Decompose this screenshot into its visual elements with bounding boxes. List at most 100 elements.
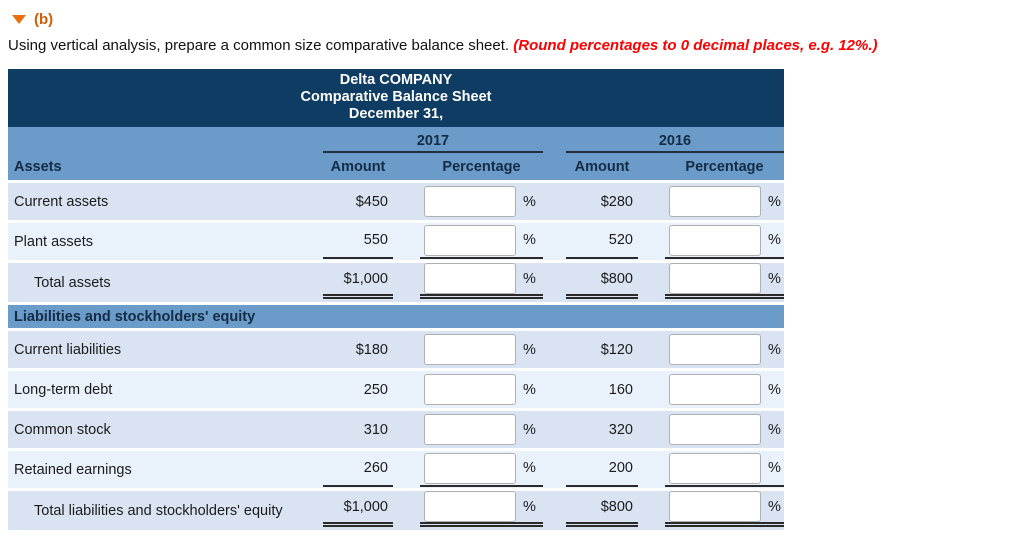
amount-2017-current-liabilities: $180 [355, 341, 388, 358]
percentage-input-2017-current-liabilities[interactable] [424, 334, 516, 365]
percent-sign: % [768, 341, 781, 358]
percentage-input-2016-long-term-debt[interactable] [669, 374, 761, 405]
amount-2016-plant-assets: 520 [566, 223, 638, 259]
table-body: Current assets $450% $280% Plant assets 550%… [8, 180, 784, 530]
percentage-2017-header: Percentage [442, 158, 521, 175]
instruction-emphasis: (Round percentages to 0 decimal places, … [513, 37, 878, 54]
percentage-cell-2016-common-stock: % [665, 411, 784, 448]
table-row-retained-earnings: Retained earnings 260% 200% [8, 448, 784, 488]
table-row-plant-assets: Plant assets 550% 520% [8, 220, 784, 260]
table-row-total-liabilities-and-stockholders-equity: Total liabilities and stockholders' equi… [8, 488, 784, 530]
percentage-cell-2017-total-assets: % [420, 263, 543, 299]
percentage-cell-2017-long-term-debt: % [420, 371, 543, 408]
percent-sign: % [768, 193, 781, 210]
row-label-total-assets: Total assets [34, 274, 111, 291]
table-row-current-assets: Current assets $450% $280% [8, 180, 784, 220]
percentage-input-2017-long-term-debt[interactable] [424, 374, 516, 405]
percentage-cell-2017-plant-assets: % [420, 223, 543, 259]
row-label-plant-assets: Plant assets [14, 233, 93, 250]
percent-sign: % [523, 381, 536, 398]
balance-sheet-table: Delta COMPANY Comparative Balance Sheet … [8, 69, 784, 530]
percent-sign: % [768, 421, 781, 438]
percentage-cell-2016-plant-assets: % [665, 223, 784, 259]
percent-sign: % [523, 460, 536, 476]
year-header-row: 2017 2016 [8, 127, 784, 153]
table-row-common-stock: Common stock 310% 320% [8, 408, 784, 448]
collapse-triangle-icon[interactable] [12, 14, 26, 24]
year-2017-header: 2017 [323, 130, 543, 153]
percent-sign: % [768, 381, 781, 398]
percentage-input-2016-plant-assets[interactable] [669, 224, 761, 256]
amount-2016-current-assets: $280 [600, 193, 633, 210]
amount-2017-common-stock: 310 [363, 421, 388, 438]
amount-2017-current-assets: $450 [355, 193, 388, 210]
instruction-text: Using vertical analysis, prepare a commo… [8, 37, 1024, 54]
percent-sign: % [523, 270, 536, 287]
amount-2017-total-liabilities-and-stockholders-equity: $1,000 [323, 491, 393, 527]
row-label-common-stock: Common stock [14, 421, 111, 438]
percentage-cell-2016-long-term-debt: % [665, 371, 784, 408]
percentage-cell-2016-retained-earnings: % [665, 451, 784, 487]
row-label-total-liabilities-and-stockholders-equity: Total liabilities and stockholders' equi… [34, 502, 283, 519]
table-title-block: Delta COMPANY Comparative Balance Sheet … [8, 69, 784, 127]
percent-sign: % [768, 498, 781, 515]
year-2016-header: 2016 [566, 130, 784, 153]
column-header-row: Assets Amount Percentage Amount Percenta… [8, 153, 784, 180]
percent-sign: % [523, 232, 536, 248]
percentage-cell-2016-total-liabilities-and-stockholders-equity: % [665, 491, 784, 527]
table-row-long-term-debt: Long-term debt 250% 160% [8, 368, 784, 408]
percentage-cell-2017-total-liabilities-and-stockholders-equity: % [420, 491, 543, 527]
percent-sign: % [523, 341, 536, 358]
table-row-total-assets: Total assets $1,000% $800% [8, 260, 784, 302]
row-label-current-liabilities: Current liabilities [14, 341, 122, 358]
row-label-long-term-debt: Long-term debt [14, 381, 113, 398]
percent-sign: % [523, 498, 536, 515]
percentage-input-2016-retained-earnings[interactable] [669, 452, 761, 484]
percentage-cell-2016-current-assets: % [665, 183, 784, 220]
percentage-input-2016-total-liabilities-and-stockholders-equity[interactable] [669, 491, 761, 522]
percentage-cell-2017-common-stock: % [420, 411, 543, 448]
amount-2016-header: Amount [574, 158, 630, 175]
section-label: (b) [34, 10, 54, 28]
company-name: Delta COMPANY [339, 72, 453, 88]
amount-2016-common-stock: 320 [608, 421, 633, 438]
table-row-current-liabilities: Current liabilities $180% $120% [8, 328, 784, 368]
amount-2016-long-term-debt: 160 [608, 381, 633, 398]
percent-sign: % [768, 232, 781, 248]
percentage-input-2017-plant-assets[interactable] [424, 224, 516, 256]
section-header: (b) [12, 10, 1024, 28]
percentage-cell-2016-current-liabilities: % [665, 331, 784, 368]
percentage-input-2017-common-stock[interactable] [424, 414, 516, 445]
percent-sign: % [768, 270, 781, 287]
amount-2017-long-term-debt: 250 [363, 381, 388, 398]
percentage-input-2016-current-assets[interactable] [669, 186, 761, 217]
statement-date: December 31, [348, 106, 444, 122]
percentage-cell-2017-current-assets: % [420, 183, 543, 220]
percentage-input-2017-total-liabilities-and-stockholders-equity[interactable] [424, 491, 516, 522]
percentage-input-2016-common-stock[interactable] [669, 414, 761, 445]
percentage-input-2017-current-assets[interactable] [424, 186, 516, 217]
percentage-cell-2016-total-assets: % [665, 263, 784, 299]
percentage-input-2017-retained-earnings[interactable] [424, 452, 516, 484]
percentage-input-2016-current-liabilities[interactable] [669, 334, 761, 365]
percentage-cell-2017-current-liabilities: % [420, 331, 543, 368]
amount-2017-retained-earnings: 260 [323, 451, 393, 487]
percentage-2016-header: Percentage [685, 158, 764, 175]
amount-2016-current-liabilities: $120 [600, 341, 633, 358]
amount-2017-header: Amount [330, 158, 386, 175]
amount-2017-total-assets: $1,000 [323, 263, 393, 299]
instruction-normal: Using vertical analysis, prepare a commo… [8, 37, 514, 54]
percentage-input-2016-total-assets[interactable] [669, 263, 761, 294]
section-row-liabilities-and-stockholders-equity: Liabilities and stockholders' equity [8, 302, 784, 328]
percentage-cell-2017-retained-earnings: % [420, 451, 543, 487]
row-label-retained-earnings: Retained earnings [14, 461, 132, 478]
amount-2017-plant-assets: 550 [323, 223, 393, 259]
percentage-input-2017-total-assets[interactable] [424, 263, 516, 294]
statement-name: Comparative Balance Sheet [300, 89, 492, 105]
percent-sign: % [523, 193, 536, 210]
percent-sign: % [523, 421, 536, 438]
amount-2016-total-assets: $800 [566, 263, 638, 299]
amount-2016-retained-earnings: 200 [566, 451, 638, 487]
percent-sign: % [768, 460, 781, 476]
amount-2016-total-liabilities-and-stockholders-equity: $800 [566, 491, 638, 527]
